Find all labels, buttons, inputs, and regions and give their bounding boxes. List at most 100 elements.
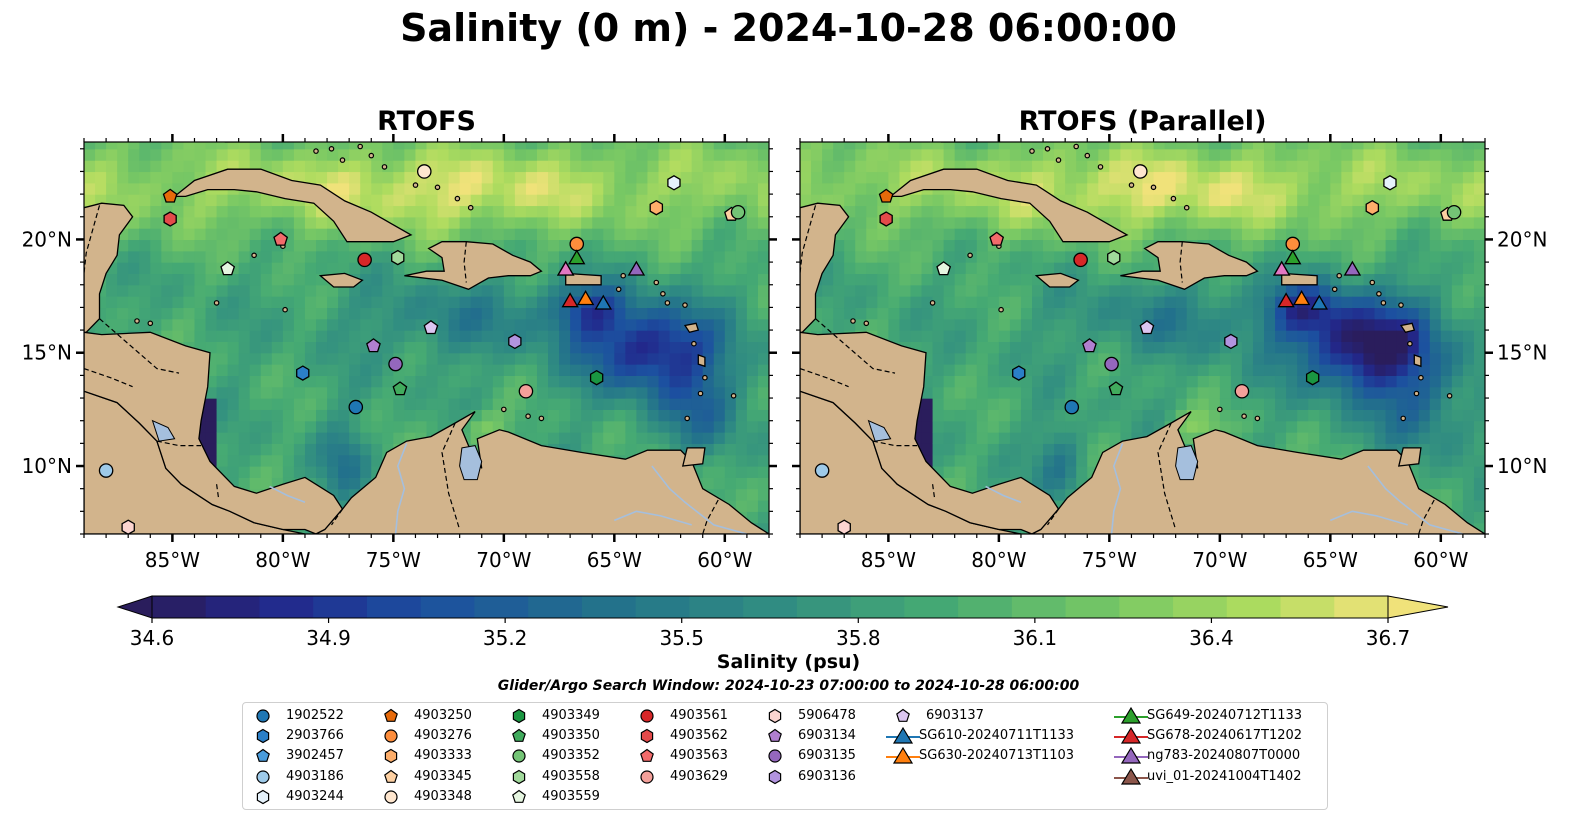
marker-1902522 xyxy=(1064,399,1080,415)
land-cuba xyxy=(172,168,413,243)
legend-label: 4903562 xyxy=(670,728,728,744)
island-22 xyxy=(1331,286,1338,293)
marker-6903136 xyxy=(508,333,522,350)
search-window-text: Glider/Argo Search Window: 2024-10-23 07… xyxy=(497,678,1080,694)
colorbar-tick-label: 36.4 xyxy=(1189,626,1234,650)
colorbar-tick-label: 35.2 xyxy=(483,626,528,650)
marker-4903349 xyxy=(589,369,604,386)
legend-label: 4903629 xyxy=(670,768,728,784)
figure-title: Salinity (0 m) - 2024-10-28 06:00:00 xyxy=(400,6,1177,50)
legend-marker-icon xyxy=(512,749,526,763)
marker-4903561 xyxy=(1073,252,1088,268)
colorbar-extend-low xyxy=(116,595,153,619)
river-2 xyxy=(985,485,1022,504)
border-4 xyxy=(331,508,343,526)
marker-3902457 xyxy=(818,538,831,551)
legend-marker-icon xyxy=(256,769,270,784)
island-19 xyxy=(500,406,507,413)
land-guadeloupe xyxy=(1399,322,1416,334)
river-1 xyxy=(651,465,748,534)
island-16 xyxy=(1418,374,1424,381)
island-10 xyxy=(660,290,666,297)
colorbar-tick-label: 36.1 xyxy=(1013,626,1058,650)
marker-SG649-20240712T1133 xyxy=(1284,249,1302,265)
marker-4903333 xyxy=(1365,199,1380,216)
island-17 xyxy=(730,392,737,399)
legend-label: 2903766 xyxy=(286,728,344,744)
marker-4903350 xyxy=(1108,381,1124,396)
legend-label: 4903561 xyxy=(670,708,728,723)
legend-label: 4903350 xyxy=(542,728,600,744)
island-7 xyxy=(1183,204,1190,211)
island-23 xyxy=(1369,279,1376,286)
island-6 xyxy=(454,195,461,202)
legend-label: 4903349 xyxy=(542,708,600,723)
legend-marker-icon xyxy=(256,789,270,804)
island-12 xyxy=(682,302,688,308)
x-tick-label: 85°W xyxy=(861,548,916,572)
island-4 xyxy=(1128,182,1135,188)
border-7 xyxy=(1418,499,1435,534)
island-15 xyxy=(684,415,691,422)
island-18 xyxy=(525,413,531,420)
marker-SG610-20240711T1133 xyxy=(1310,294,1329,310)
marker-2903766 xyxy=(296,365,310,381)
island-16 xyxy=(702,374,708,381)
marker-4903348 xyxy=(416,164,432,179)
island-21 xyxy=(620,272,627,279)
island-28 xyxy=(134,318,140,324)
legend-label: uvi_01-20241004T1402 xyxy=(1147,768,1302,784)
lake-maracaibo xyxy=(1175,445,1199,481)
land-trinidad xyxy=(681,447,706,467)
colorbar-level xyxy=(904,596,959,618)
colorbar-level xyxy=(850,596,905,618)
legend-label: 4903276 xyxy=(414,728,472,744)
land-guadeloupe xyxy=(683,322,700,334)
land-florida xyxy=(224,142,262,143)
marker-4903562 xyxy=(879,211,893,227)
tick-marks xyxy=(792,134,1493,542)
island-12 xyxy=(1398,302,1404,308)
border-7 xyxy=(702,499,719,534)
border-8 xyxy=(84,205,101,274)
island-0 xyxy=(1044,146,1051,152)
y-tick-label: 15°N xyxy=(22,341,72,365)
island-17 xyxy=(1446,392,1453,399)
colorbar-level xyxy=(152,596,207,618)
y-tick-label: 20°N xyxy=(22,227,72,251)
legend-marker-icon xyxy=(256,728,270,744)
legend-label: 6903134 xyxy=(798,728,856,744)
colorbar-tick-label: 34.6 xyxy=(130,626,175,650)
legend-marker-icon xyxy=(640,728,654,744)
island-1 xyxy=(339,157,346,163)
legend-label: 4903333 xyxy=(414,748,472,764)
legend-marker-icon xyxy=(256,749,270,763)
land-trinidad xyxy=(1397,447,1422,467)
legend-marker-icon xyxy=(640,709,654,723)
island-13 xyxy=(1407,340,1413,347)
island-20 xyxy=(538,415,545,422)
marker-4903348 xyxy=(1132,164,1148,179)
island-2 xyxy=(368,152,375,159)
island-26 xyxy=(282,306,288,313)
marker-4903244 xyxy=(667,175,681,191)
land-yucatan-mexico xyxy=(800,202,850,333)
island-7 xyxy=(467,204,474,211)
legend-marker-icon xyxy=(384,790,398,804)
y-tick-label: 15°N xyxy=(1497,341,1547,365)
island-27 xyxy=(213,300,220,306)
legend-marker-icon xyxy=(256,709,270,723)
island-11 xyxy=(1380,300,1387,306)
legend-marker-icon xyxy=(512,789,526,803)
marker-4903558 xyxy=(391,249,405,266)
island-2 xyxy=(1084,152,1091,159)
colorbar: 34.6 34.9 35.2 35.5 35.8 36.1 36.4 36.7 xyxy=(116,595,1449,650)
legend-marker-icon xyxy=(1114,767,1148,785)
marker-4903563 xyxy=(989,231,1005,246)
border-5 xyxy=(1157,422,1177,530)
river-1 xyxy=(1367,465,1464,534)
colorbar-level xyxy=(958,596,1013,618)
legend-marker-icon xyxy=(896,708,910,722)
marker-4903186 xyxy=(98,463,114,478)
island-8 xyxy=(313,148,319,154)
